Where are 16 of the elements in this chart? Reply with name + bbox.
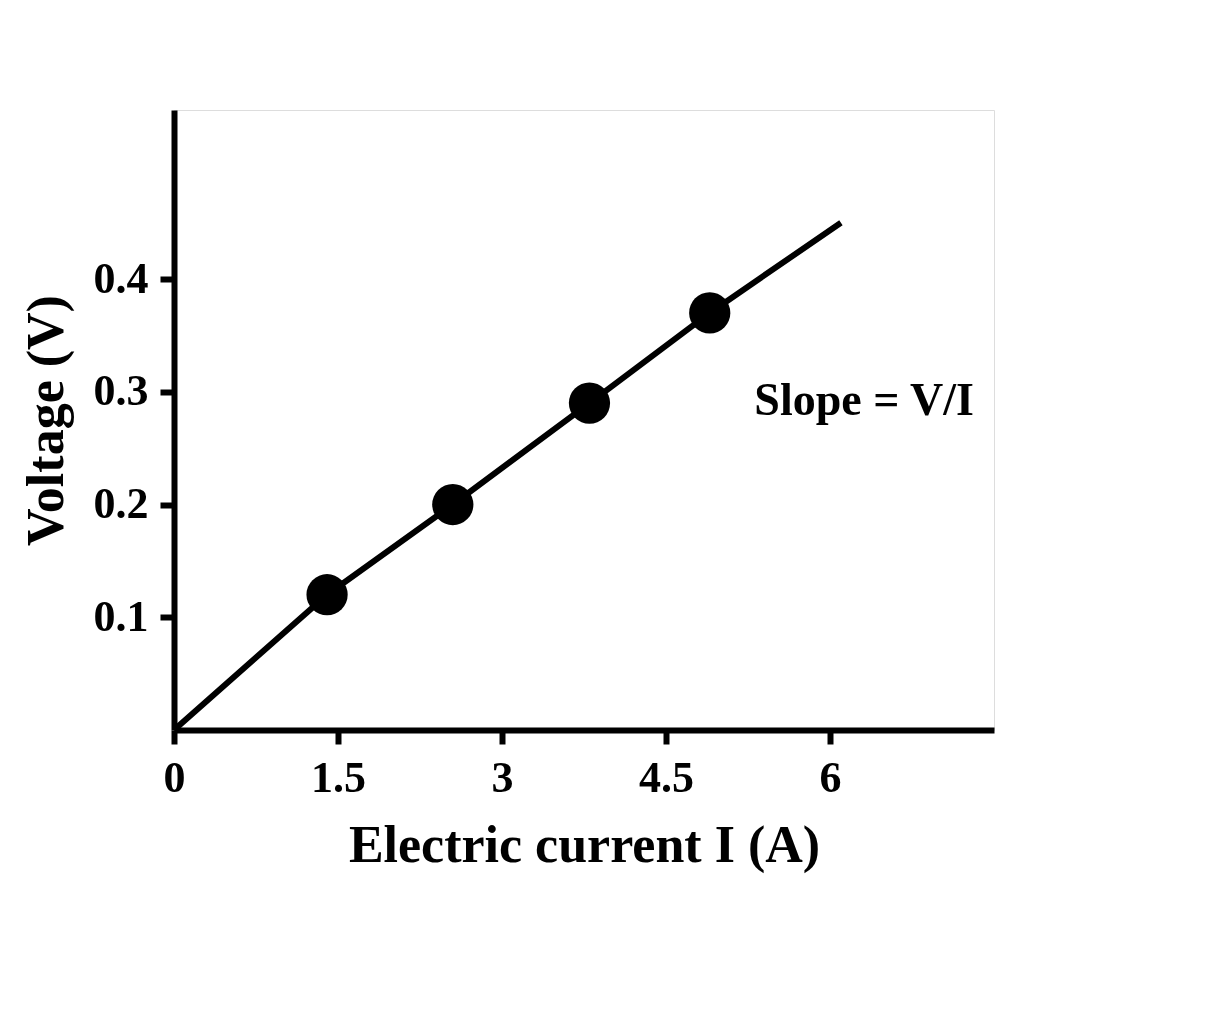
y-tick-label: 0.1: [93, 591, 149, 641]
point: [306, 574, 348, 616]
y-tick-label: 0.3: [93, 366, 149, 416]
x-tick-label: 6: [819, 752, 842, 802]
y-axis-title: Voltage (V): [16, 295, 75, 546]
x-tick-label: 0: [163, 752, 186, 802]
point: [568, 382, 611, 424]
x-tick-label: 3: [491, 752, 514, 802]
y-tick-label: 0.2: [93, 479, 149, 529]
x-tick-label: 1.5: [311, 752, 366, 802]
annotation: Slope = V/I: [754, 374, 974, 426]
y-tick-label: 0.4: [93, 253, 149, 303]
x-tick-label: 4.5: [639, 752, 694, 802]
point: [432, 483, 474, 526]
x-axis-title: Electric current I (A): [348, 815, 821, 874]
point: [689, 292, 731, 334]
